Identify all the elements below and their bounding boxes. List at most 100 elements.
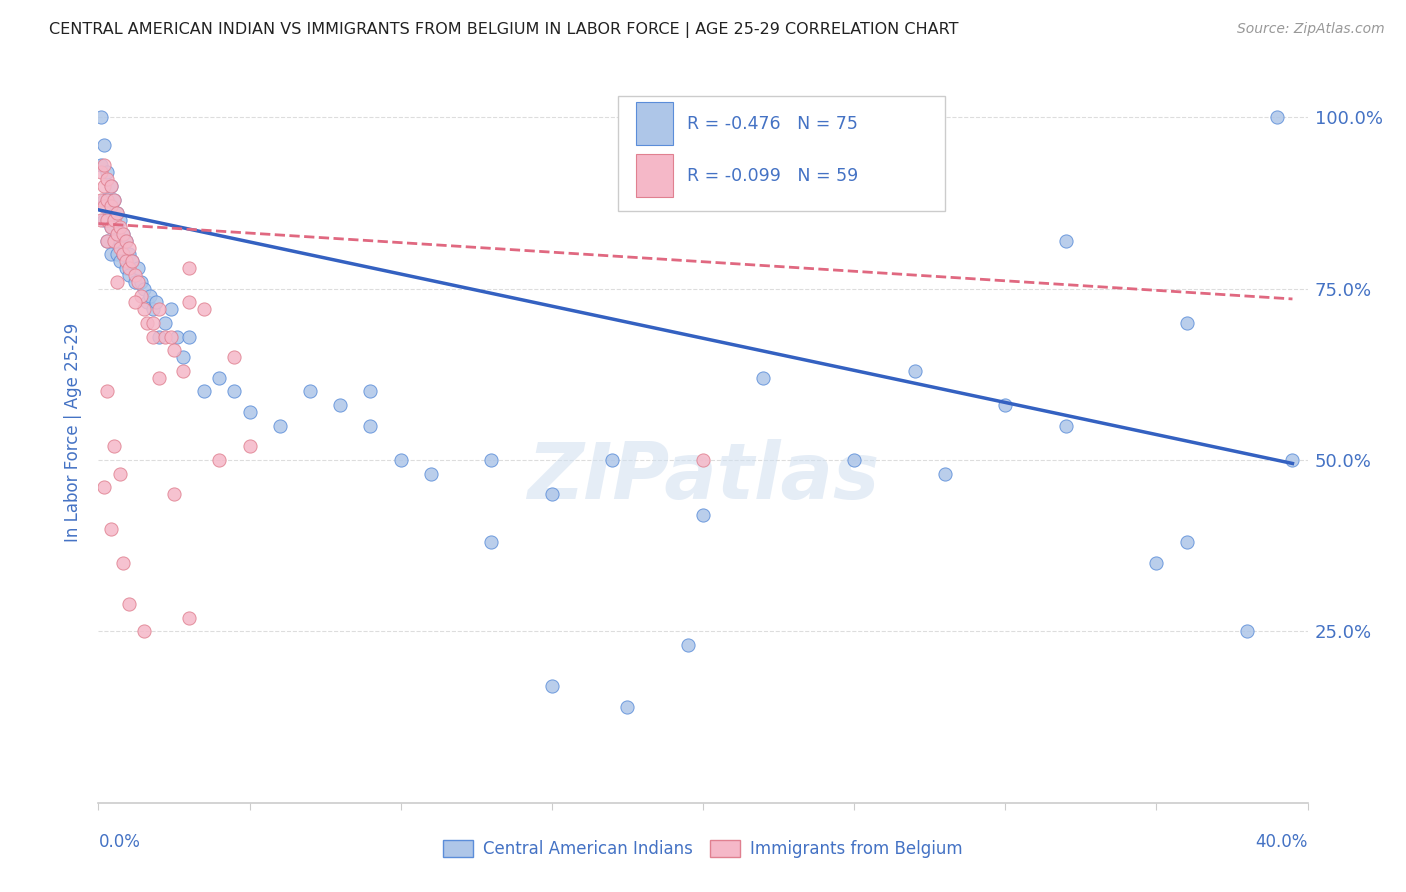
Bar xyxy=(637,154,672,197)
Point xyxy=(420,467,443,481)
Point xyxy=(118,597,141,611)
Point xyxy=(121,254,143,268)
Point xyxy=(148,371,170,385)
Point xyxy=(100,219,122,234)
Point xyxy=(96,234,118,248)
Point xyxy=(360,384,382,399)
Point xyxy=(145,295,167,310)
Point xyxy=(96,193,118,207)
Point xyxy=(90,165,112,179)
Point xyxy=(103,193,125,207)
Point xyxy=(103,234,125,248)
Point xyxy=(114,234,136,248)
Point xyxy=(129,288,152,302)
Point xyxy=(153,316,176,330)
Point xyxy=(934,467,956,481)
Point xyxy=(90,158,112,172)
Point xyxy=(139,288,162,302)
Point xyxy=(96,384,118,399)
Point xyxy=(329,398,352,412)
Point xyxy=(193,384,215,399)
Point xyxy=(100,199,122,213)
Point xyxy=(148,302,170,317)
Text: 40.0%: 40.0% xyxy=(1256,833,1308,851)
Point xyxy=(166,329,188,343)
Point xyxy=(90,193,112,207)
Point xyxy=(103,234,125,248)
Point xyxy=(163,487,186,501)
Point xyxy=(148,329,170,343)
Text: CENTRAL AMERICAN INDIAN VS IMMIGRANTS FROM BELGIUM IN LABOR FORCE | AGE 25-29 CO: CENTRAL AMERICAN INDIAN VS IMMIGRANTS FR… xyxy=(49,22,959,38)
Point xyxy=(105,206,128,220)
Point xyxy=(135,316,157,330)
Point xyxy=(239,439,262,453)
Point xyxy=(96,193,118,207)
Point xyxy=(616,699,638,714)
Point xyxy=(132,282,155,296)
Point xyxy=(132,624,155,639)
Point xyxy=(692,453,714,467)
Point xyxy=(108,213,131,227)
Point xyxy=(118,247,141,261)
Point xyxy=(105,247,128,261)
Point xyxy=(108,467,131,481)
Point xyxy=(96,234,118,248)
Point xyxy=(179,329,201,343)
Point xyxy=(692,508,714,522)
Point xyxy=(124,295,146,310)
Point xyxy=(96,213,118,227)
Point xyxy=(127,275,149,289)
Text: Source: ZipAtlas.com: Source: ZipAtlas.com xyxy=(1237,22,1385,37)
Point xyxy=(540,487,562,501)
Point xyxy=(121,254,143,268)
Legend: Central American Indians, Immigrants from Belgium: Central American Indians, Immigrants fro… xyxy=(437,833,969,865)
FancyBboxPatch shape xyxy=(619,95,945,211)
Point xyxy=(96,213,118,227)
Point xyxy=(111,227,134,241)
Point xyxy=(108,254,131,268)
Point xyxy=(100,178,122,193)
Point xyxy=(100,219,122,234)
Point xyxy=(179,261,201,276)
Point xyxy=(114,234,136,248)
Bar xyxy=(637,103,672,145)
Text: R = -0.476   N = 75: R = -0.476 N = 75 xyxy=(688,115,858,133)
Point xyxy=(114,261,136,276)
Point xyxy=(1054,418,1077,433)
Point xyxy=(224,384,246,399)
Point xyxy=(103,193,125,207)
Point xyxy=(103,213,125,227)
Point xyxy=(208,371,231,385)
Point xyxy=(111,247,134,261)
Point xyxy=(602,453,624,467)
Point xyxy=(100,178,122,193)
Point xyxy=(108,234,131,248)
Point xyxy=(105,227,128,241)
Point xyxy=(142,316,165,330)
Point xyxy=(179,295,201,310)
Point xyxy=(105,275,128,289)
Point xyxy=(108,240,131,255)
Point xyxy=(105,206,128,220)
Point xyxy=(481,453,503,467)
Point xyxy=(93,137,115,152)
Point xyxy=(103,439,125,453)
Text: 0.0%: 0.0% xyxy=(98,833,141,851)
Point xyxy=(1175,316,1198,330)
Point xyxy=(111,227,134,241)
Point xyxy=(269,418,291,433)
Point xyxy=(111,556,134,570)
Point xyxy=(96,172,118,186)
Point xyxy=(100,199,122,213)
Point xyxy=(1144,556,1167,570)
Point xyxy=(124,268,146,282)
Point xyxy=(127,261,149,276)
Point xyxy=(100,247,122,261)
Point xyxy=(118,261,141,276)
Point xyxy=(540,679,562,693)
Point xyxy=(93,178,115,193)
Point xyxy=(179,610,201,624)
Point xyxy=(752,371,775,385)
Point xyxy=(93,199,115,213)
Point xyxy=(994,398,1017,412)
